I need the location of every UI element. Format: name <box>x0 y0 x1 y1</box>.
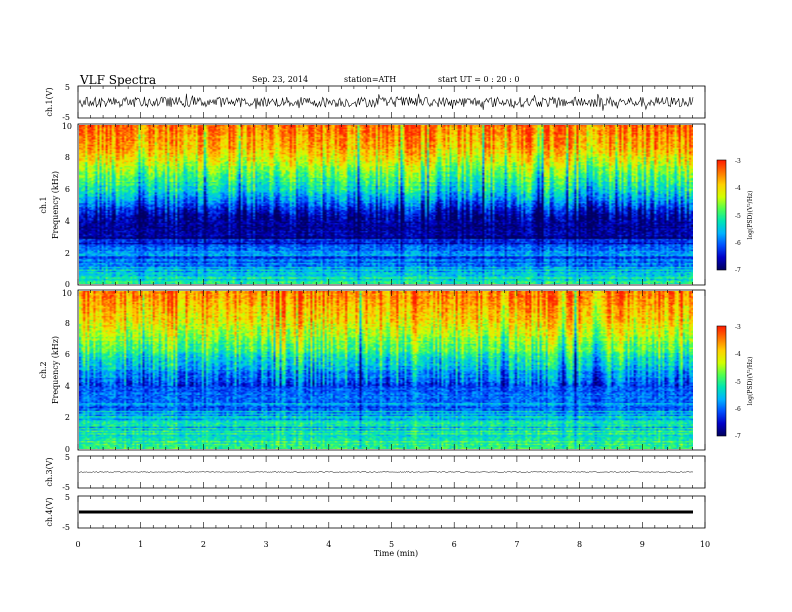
ch2-cbar-tick-m7: -7 <box>735 433 741 440</box>
ch1-colorbar <box>717 160 726 270</box>
time-tick-label: 9 <box>640 540 645 549</box>
axis-tick-marks <box>77 86 706 528</box>
time-tick-label: 6 <box>452 540 457 549</box>
ch2-spectrogram-image <box>79 291 693 449</box>
ch1-spectrogram-yticks: 0 2 4 6 8 10 <box>62 122 72 289</box>
time-axis-tick-labels: 0 1 2 3 4 5 6 7 8 9 10 <box>75 540 710 549</box>
ch1-ytick-2: 2 <box>65 249 70 258</box>
ch2-cbar-tick-m6: -6 <box>735 406 741 413</box>
ch1-ytick-top: 5 <box>65 83 70 92</box>
date-label: Sep. 23, 2014 <box>252 75 308 84</box>
ch3-waveform-ylabel: ch.3(V) <box>45 457 54 486</box>
time-tick-label: 4 <box>326 540 331 549</box>
ch1-waveform-trace <box>78 93 694 111</box>
ch1-spectrogram-panel: 0 2 4 6 8 10 ch.1 Frequency (kHz) -3 -4 … <box>39 122 754 289</box>
time-tick-label: 2 <box>201 540 206 549</box>
station-label: station=ATH <box>344 75 396 84</box>
time-tick-label: 3 <box>264 540 269 549</box>
ch1-colorbar-label: log(PSD)(V²/Hz) <box>747 191 754 240</box>
ch1-frequency-label: Frequency (kHz) <box>51 171 60 239</box>
start-time-label: start UT = 0 : 20 : 0 <box>438 75 519 84</box>
ch1-spectrogram-ylabel: ch.1 <box>39 196 48 213</box>
ch2-colorbar-frame <box>716 325 727 437</box>
ch1-colorbar-frame <box>716 159 727 271</box>
ch1-cbar-tick-m5: -5 <box>735 213 741 220</box>
ch2-ytick-10: 10 <box>62 289 72 298</box>
ch1-waveform-panel: 5 -5 ch.1(V) <box>45 83 706 122</box>
ch1-spectrogram-image <box>79 125 693 284</box>
ch2-ytick-8: 8 <box>65 319 70 328</box>
figure-title: VLF Spectra <box>79 73 156 87</box>
ch2-colorbar-label: log(PSD)(V²/Hz) <box>747 357 754 406</box>
time-tick-label: 7 <box>514 540 519 549</box>
ch3-ytick-top: 5 <box>65 453 70 462</box>
time-tick-label: 8 <box>577 540 582 549</box>
ch4-waveform-panel: 5 -5 ch.4(V) <box>45 493 706 532</box>
ch3-waveform-panel: 5 -5 ch.3(V) <box>45 453 706 492</box>
time-tick-label: 10 <box>700 540 710 549</box>
ch2-ytick-0: 0 <box>65 445 70 454</box>
ch1-ytick-8: 8 <box>65 153 70 162</box>
ch1-ytick-0: 0 <box>65 280 70 289</box>
ch1-ytick-4: 4 <box>65 217 70 226</box>
ch1-ytick-10: 10 <box>62 122 72 131</box>
time-tick-label: 0 <box>75 540 80 549</box>
ch1-ytick-6: 6 <box>65 185 70 194</box>
ch2-cbar-tick-m3: -3 <box>735 324 741 331</box>
ch1-waveform-ylabel: ch.1(V) <box>45 87 54 116</box>
time-tick-label: 1 <box>138 540 143 549</box>
ch2-colorbar <box>717 326 726 436</box>
ch2-ytick-2: 2 <box>65 413 70 422</box>
ch3-ytick-bottom: -5 <box>62 483 70 492</box>
ch2-ytick-4: 4 <box>65 382 70 391</box>
ch1-cbar-tick-m6: -6 <box>735 240 741 247</box>
ch4-ytick-bottom: -5 <box>62 523 70 532</box>
ch4-waveform-ylabel: ch.4(V) <box>45 497 54 526</box>
ch1-cbar-tick-m7: -7 <box>735 267 741 274</box>
ch1-ytick-bottom: -5 <box>62 113 70 122</box>
ch2-ytick-6: 6 <box>65 350 70 359</box>
ch1-cbar-tick-m4: -4 <box>735 185 741 192</box>
ch3-waveform-trace <box>78 471 694 473</box>
ch2-spectrogram-panel: 0 2 4 6 8 10 ch.2 Frequency (kHz) -3 -4 … <box>39 289 754 454</box>
ch4-ytick-top: 5 <box>65 493 70 502</box>
ch2-spectrogram-ylabel: ch.2 <box>39 361 48 378</box>
ch1-cbar-tick-m3: -3 <box>735 158 741 165</box>
time-axis-label: Time (min) <box>374 549 418 558</box>
time-tick-label: 5 <box>389 540 394 549</box>
ch2-cbar-tick-m4: -4 <box>735 351 741 358</box>
ch2-frequency-label: Frequency (kHz) <box>51 336 60 404</box>
ch2-cbar-tick-m5: -5 <box>735 379 741 386</box>
